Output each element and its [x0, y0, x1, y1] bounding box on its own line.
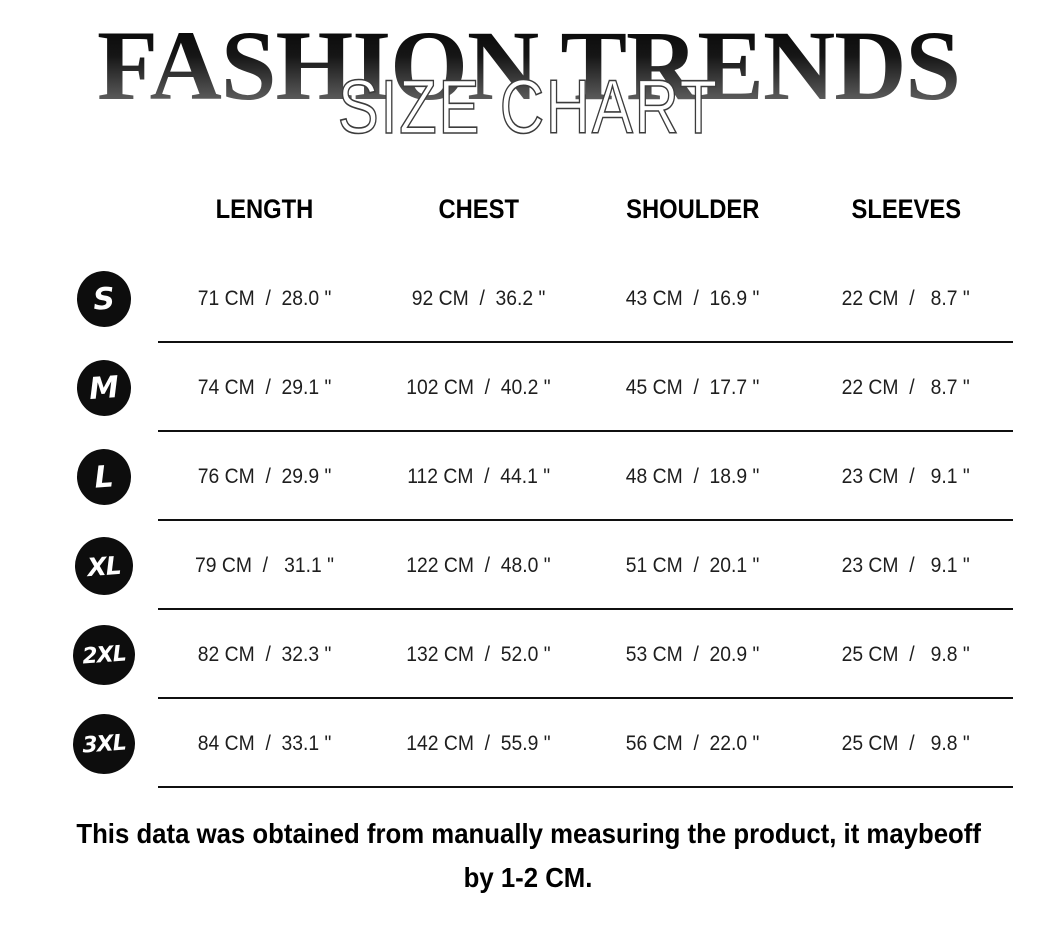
size-badge-cell: 2XL — [50, 622, 158, 687]
cell-value: 56 CM / 22.0 " — [625, 731, 760, 755]
cell-sleeves: 22 CM / 8.7 " — [799, 287, 1013, 311]
cell-value: 23 CM / 9.1 " — [842, 553, 971, 577]
cell-value: 132 CM / 52.0 " — [406, 642, 551, 666]
cell-shoulder: 48 CM / 18.9 " — [586, 465, 800, 489]
disclaimer-line-2: by 1-2 CM. — [464, 862, 593, 893]
cell-value: 25 CM / 9.8 " — [842, 642, 971, 666]
column-header-sleeves: SLEEVES — [799, 194, 1013, 225]
cell-value: 22 CM / 8.7 " — [842, 286, 971, 310]
cell-value: 48 CM / 18.9 " — [625, 464, 760, 488]
cell-shoulder: 43 CM / 16.9 " — [586, 287, 800, 311]
cell-length: 79 CM / 31.1 " — [158, 554, 372, 578]
disclaimer-line-1: This data was obtained from manually mea… — [76, 818, 981, 849]
size-badge-cell: L — [50, 446, 158, 507]
cell-value: 23 CM / 9.1 " — [842, 464, 971, 488]
cell-chest: 112 CM / 44.1 " — [372, 465, 586, 489]
cell-value: 51 CM / 20.1 " — [625, 553, 760, 577]
cell-sleeves: 25 CM / 9.8 " — [799, 643, 1013, 667]
cell-length: 74 CM / 29.1 " — [158, 376, 372, 400]
size-badge-label: L — [93, 458, 115, 495]
size-table: LENGTH CHEST SHOULDER SLEEVES S 71 CM / … — [50, 180, 1013, 788]
cell-value: 71 CM / 28.0 " — [198, 286, 332, 310]
size-badge-cell: 3XL — [50, 711, 158, 776]
cell-value: 102 CM / 40.2 " — [406, 375, 551, 399]
table-row-xl: XL 79 CM / 31.1 " 122 CM / 48.0 " 51 CM … — [50, 521, 1013, 610]
cell-chest: 132 CM / 52.0 " — [372, 643, 586, 667]
title-block: FASHION TRENDS SIZE CHART — [0, 0, 1057, 150]
size-badge-label: XL — [86, 549, 122, 582]
column-header-label: LENGTH — [216, 193, 314, 224]
table-row-s: S 71 CM / 28.0 " 92 CM / 36.2 " 43 CM / … — [50, 254, 1013, 343]
size-chart-subtitle: SIZE CHART — [337, 65, 720, 150]
cell-length: 76 CM / 29.9 " — [158, 465, 372, 489]
cell-length: 82 CM / 32.3 " — [158, 643, 372, 667]
size-badge-cell: M — [50, 357, 158, 418]
cell-value: 74 CM / 29.1 " — [198, 375, 332, 399]
column-header-length: LENGTH — [158, 194, 372, 225]
column-header-label: CHEST — [438, 193, 519, 224]
size-badge-m: M — [75, 357, 133, 418]
cell-shoulder: 45 CM / 17.7 " — [586, 376, 800, 400]
table-row-3xl: 3XL 84 CM / 33.1 " 142 CM / 55.9 " 56 CM… — [50, 699, 1013, 788]
cell-value: 45 CM / 17.7 " — [625, 375, 760, 399]
cell-chest: 142 CM / 55.9 " — [372, 732, 586, 756]
cell-chest: 122 CM / 48.0 " — [372, 554, 586, 578]
cell-shoulder: 51 CM / 20.1 " — [586, 554, 800, 578]
cell-value: 122 CM / 48.0 " — [406, 553, 551, 577]
cell-value: 53 CM / 20.9 " — [625, 642, 760, 666]
cell-shoulder: 53 CM / 20.9 " — [586, 643, 800, 667]
column-header-shoulder: SHOULDER — [586, 194, 800, 225]
size-badge-s: S — [75, 268, 133, 329]
column-header-label: SHOULDER — [625, 193, 760, 224]
cell-value: 82 CM / 32.3 " — [198, 642, 332, 666]
table-row-l: L 76 CM / 29.9 " 112 CM / 44.1 " 48 CM /… — [50, 432, 1013, 521]
cell-length: 84 CM / 33.1 " — [158, 732, 372, 756]
size-badge-label: M — [87, 369, 121, 406]
table-header-row: LENGTH CHEST SHOULDER SLEEVES — [50, 180, 1013, 238]
cell-sleeves: 23 CM / 9.1 " — [799, 465, 1013, 489]
cell-value: 22 CM / 8.7 " — [842, 375, 971, 399]
column-header-label: SLEEVES — [851, 193, 961, 224]
size-badge-label: 2XL — [81, 640, 127, 669]
cell-value: 92 CM / 36.2 " — [411, 286, 546, 310]
table-row-2xl: 2XL 82 CM / 32.3 " 132 CM / 52.0 " 53 CM… — [50, 610, 1013, 699]
cell-shoulder: 56 CM / 22.0 " — [586, 732, 800, 756]
cell-value: 76 CM / 29.9 " — [198, 464, 332, 488]
size-badge-xl: XL — [73, 534, 135, 597]
measurement-disclaimer: This data was obtained from manually mea… — [0, 812, 1057, 900]
size-badge-l: L — [75, 446, 133, 507]
size-badge-3xl: 3XL — [70, 711, 138, 776]
cell-value: 142 CM / 55.9 " — [406, 731, 551, 755]
cell-sleeves: 25 CM / 9.8 " — [799, 732, 1013, 756]
cell-length: 71 CM / 28.0 " — [158, 287, 372, 311]
cell-value: 25 CM / 9.8 " — [842, 731, 971, 755]
column-header-chest: CHEST — [372, 194, 586, 225]
size-badge-label: 3XL — [81, 729, 127, 758]
table-row-m: M 74 CM / 29.1 " 102 CM / 40.2 " 45 CM /… — [50, 343, 1013, 432]
cell-value: 43 CM / 16.9 " — [625, 286, 760, 310]
size-badge-2xl: 2XL — [70, 622, 138, 687]
cell-value: 112 CM / 44.1 " — [407, 464, 551, 488]
brand-title: FASHION TRENDS — [96, 10, 961, 121]
size-badge-cell: XL — [50, 534, 158, 597]
cell-sleeves: 23 CM / 9.1 " — [799, 554, 1013, 578]
size-badge-cell: S — [50, 268, 158, 329]
cell-sleeves: 22 CM / 8.7 " — [799, 376, 1013, 400]
cell-value: 79 CM / 31.1 " — [195, 553, 335, 577]
cell-value: 84 CM / 33.1 " — [198, 731, 332, 755]
cell-chest: 102 CM / 40.2 " — [372, 376, 586, 400]
cell-chest: 92 CM / 36.2 " — [372, 287, 586, 311]
size-badge-label: S — [91, 280, 116, 317]
